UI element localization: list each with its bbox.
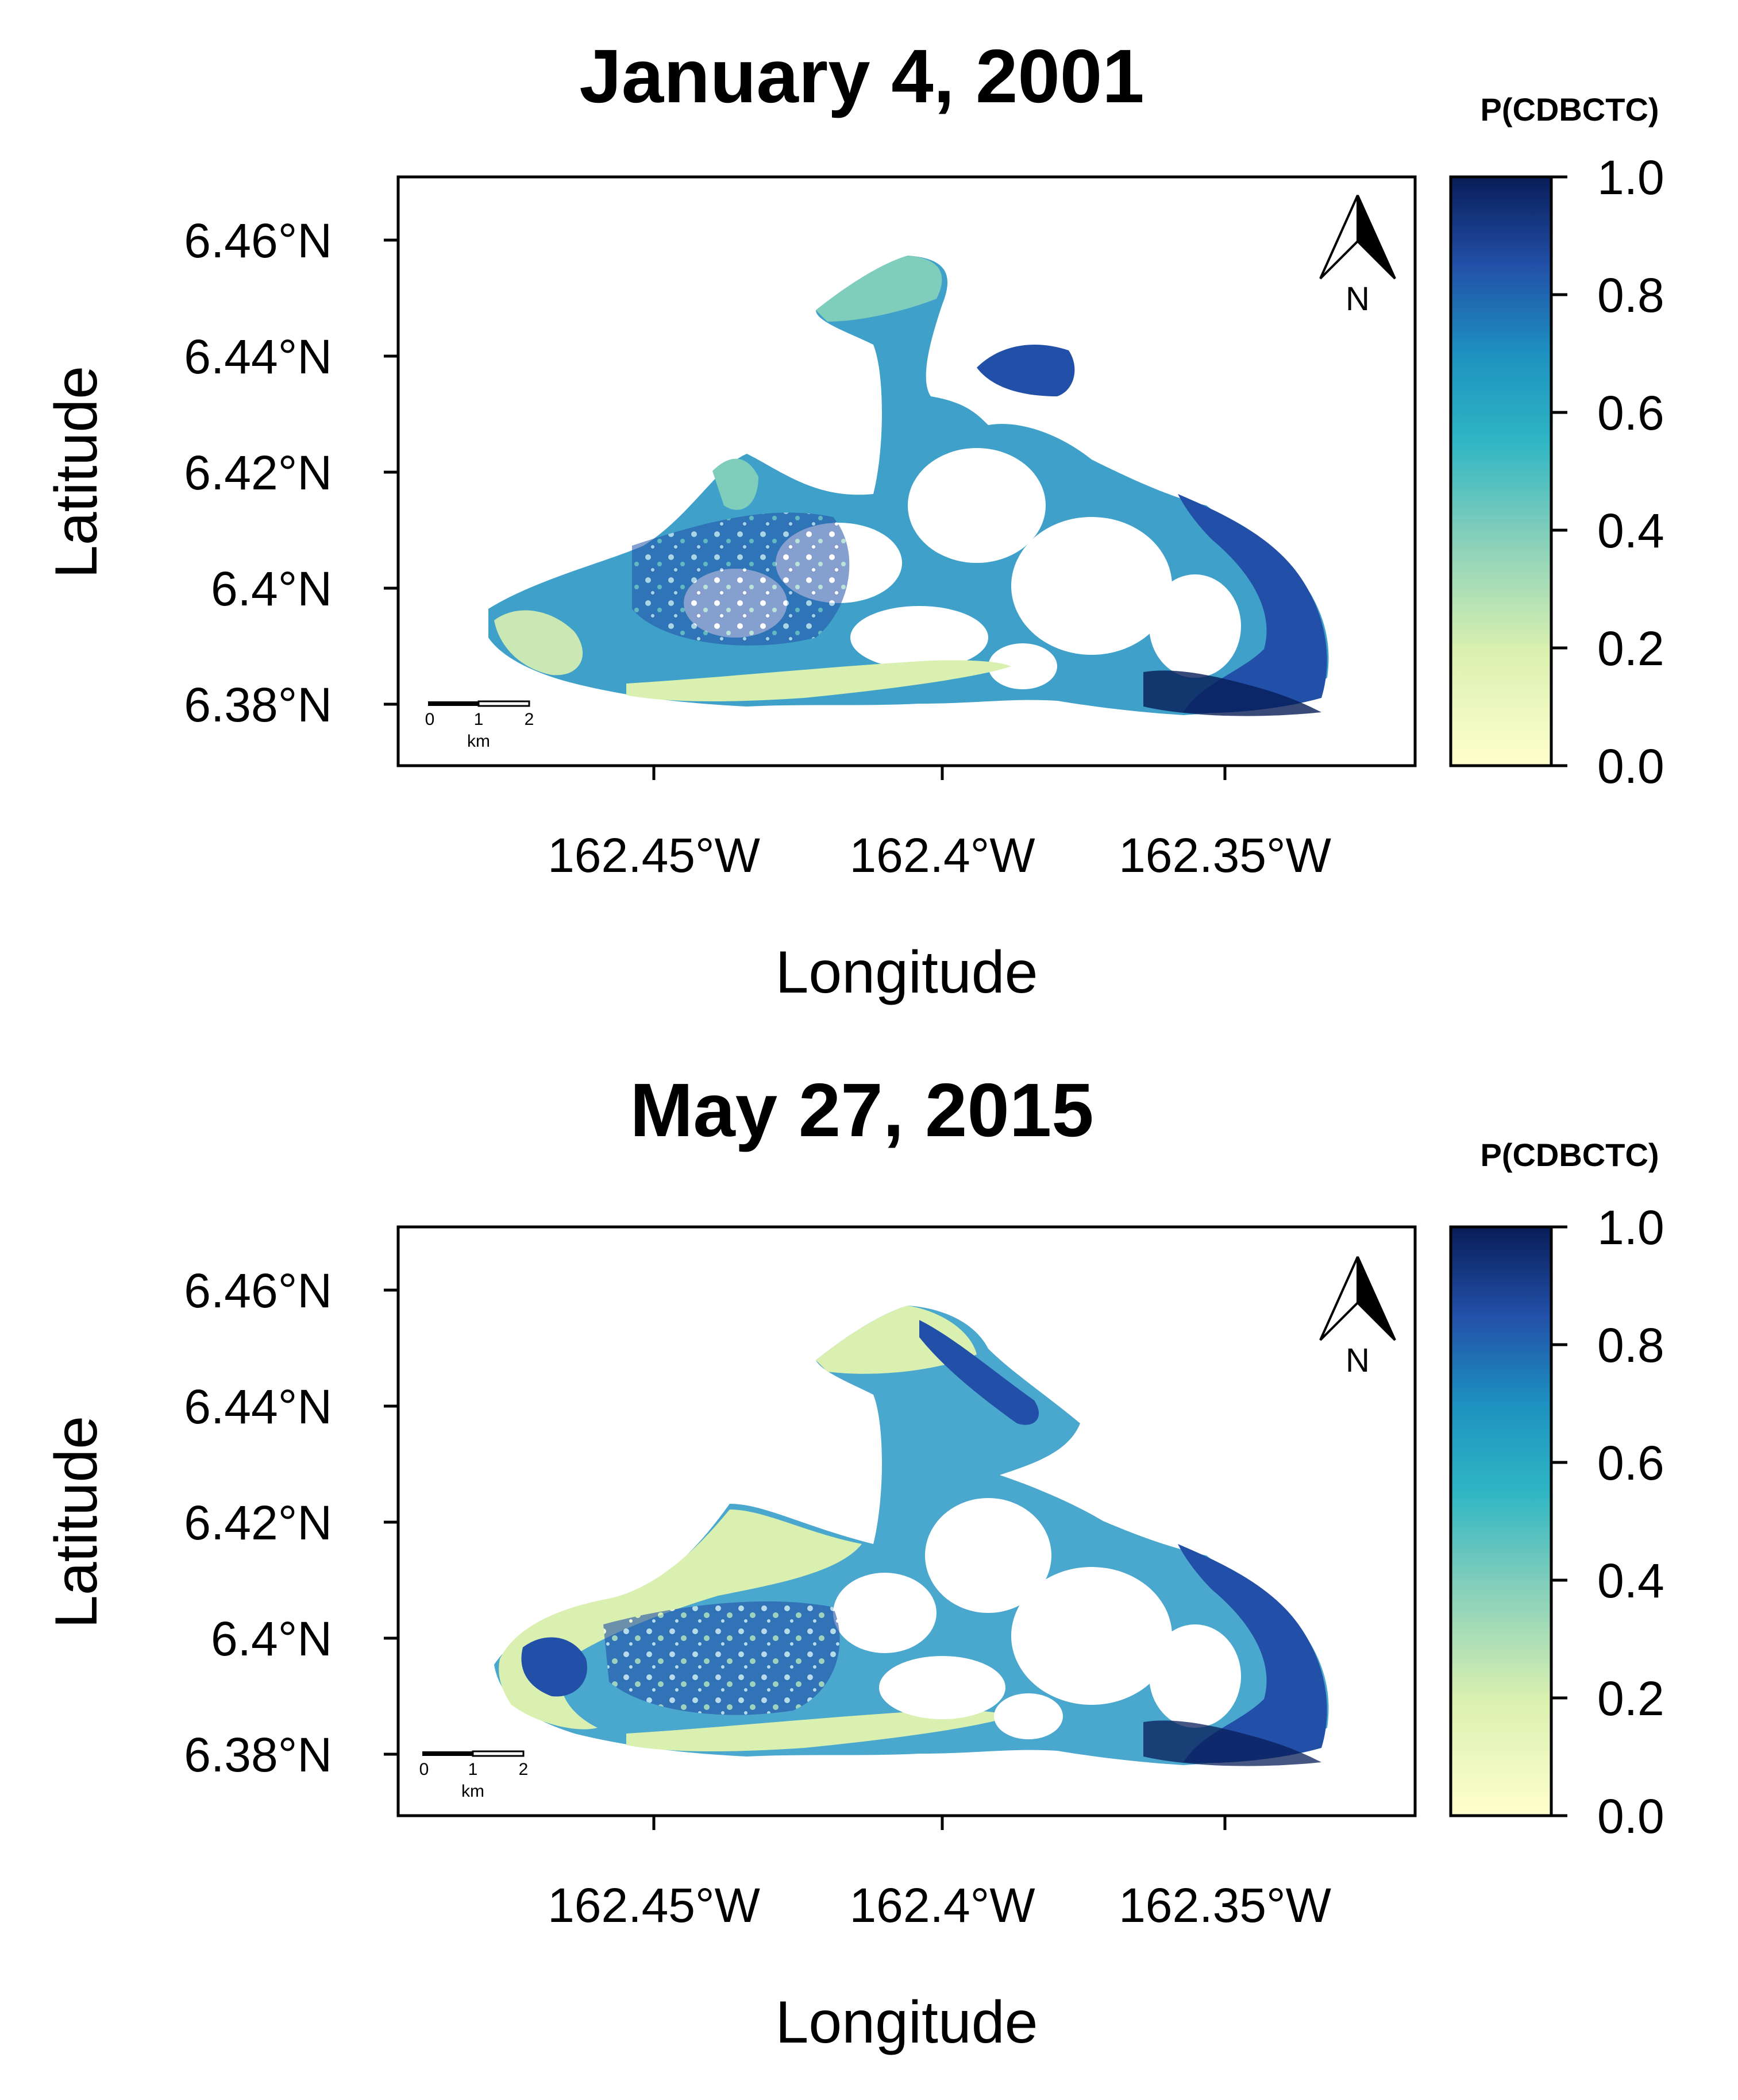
x-tick-label: 162.45°W	[548, 1878, 760, 1932]
scale-label-1: 1	[468, 1760, 478, 1779]
colorbar-tick: 0.2	[1597, 1671, 1664, 1725]
x-tick-label: 162.35°W	[1119, 1878, 1331, 1932]
y-tick-label: 6.44°N	[184, 330, 332, 384]
colorbar: P(CDBCTC) 1.0 0.8 0.6 0.4 0.2 0.0	[1449, 1137, 1664, 1843]
scale-label-2: 2	[519, 1760, 529, 1779]
y-tick-label: 6.42°N	[184, 446, 332, 500]
north-arrow-icon: N	[1319, 1256, 1396, 1379]
scale-unit: km	[467, 732, 490, 751]
x-axis-label: Longitude	[776, 1989, 1038, 2056]
y-tick-label: 6.4°N	[211, 562, 332, 616]
y-axis: 6.46°N 6.44°N 6.42°N 6.4°N 6.38°N	[184, 1264, 398, 1782]
y-tick-label: 6.38°N	[184, 1728, 332, 1782]
scale-label-0: 0	[425, 710, 435, 729]
scale-bar: 0 1 2 km	[425, 700, 534, 751]
atoll-raster	[494, 1306, 1329, 1766]
colorbar-title: P(CDBCTC)	[1480, 1137, 1659, 1173]
y-tick-label: 6.38°N	[184, 678, 332, 732]
colorbar-tick: 0.8	[1597, 1318, 1664, 1372]
colorbar-tick: 0.4	[1597, 504, 1664, 558]
colorbar-tick: 0.6	[1597, 1436, 1664, 1490]
y-axis: 6.46°N 6.44°N 6.42°N 6.4°N 6.38°N	[184, 214, 398, 732]
map-title: May 27, 2015	[630, 1068, 1093, 1152]
colorbar-tick: 0.6	[1597, 386, 1664, 440]
atoll-raster	[488, 256, 1329, 716]
x-tick-label: 162.35°W	[1119, 828, 1331, 882]
map-title: January 4, 2001	[579, 34, 1144, 118]
scale-label-1: 1	[474, 710, 484, 729]
north-label: N	[1346, 1342, 1370, 1379]
x-axis: 162.45°W 162.4°W 162.35°W	[548, 1816, 1331, 1932]
north-label: N	[1346, 280, 1370, 318]
y-axis-label: Latitude	[43, 366, 110, 578]
colorbar-tick: 1.0	[1597, 150, 1664, 204]
north-arrow-icon: N	[1319, 195, 1396, 318]
colorbar-tick: 0.8	[1597, 268, 1664, 322]
x-axis-label: Longitude	[776, 939, 1038, 1006]
map-panel-2015: May 27, 2015	[0, 1050, 1738, 2100]
y-tick-label: 6.44°N	[184, 1380, 332, 1434]
colorbar-tick: 1.0	[1597, 1200, 1664, 1254]
colorbar-tick: 0.4	[1597, 1554, 1664, 1608]
x-tick-label: 162.45°W	[548, 828, 760, 882]
colorbar-title: P(CDBCTC)	[1480, 91, 1659, 128]
map-panel-2001: January 4, 2001	[43, 34, 1664, 1006]
colorbar-tick: 0.0	[1597, 1789, 1664, 1843]
scale-bar: 0 1 2 km	[419, 1750, 529, 1801]
scale-unit: km	[461, 1782, 484, 1801]
y-tick-label: 6.42°N	[184, 1496, 332, 1550]
colorbar-tick: 0.2	[1597, 621, 1664, 675]
y-axis-label: Latitude	[43, 1416, 110, 1628]
y-tick-label: 6.4°N	[211, 1612, 332, 1666]
x-axis: 162.45°W 162.4°W 162.35°W	[548, 766, 1331, 882]
x-tick-label: 162.4°W	[849, 1878, 1035, 1932]
y-tick-label: 6.46°N	[184, 1264, 332, 1318]
colorbar-tick: 0.0	[1597, 739, 1664, 793]
scale-label-2: 2	[525, 710, 534, 729]
scale-label-0: 0	[419, 1760, 429, 1779]
x-tick-label: 162.4°W	[849, 828, 1035, 882]
map-svg-2015: May 27, 2015	[43, 1068, 1664, 2056]
y-tick-label: 6.46°N	[184, 214, 332, 268]
colorbar: P(CDBCTC) 1.0 0.8 0.6 0.4 0.2 0.0	[1449, 91, 1664, 793]
map-svg-2001: January 4, 2001	[43, 34, 1664, 1006]
